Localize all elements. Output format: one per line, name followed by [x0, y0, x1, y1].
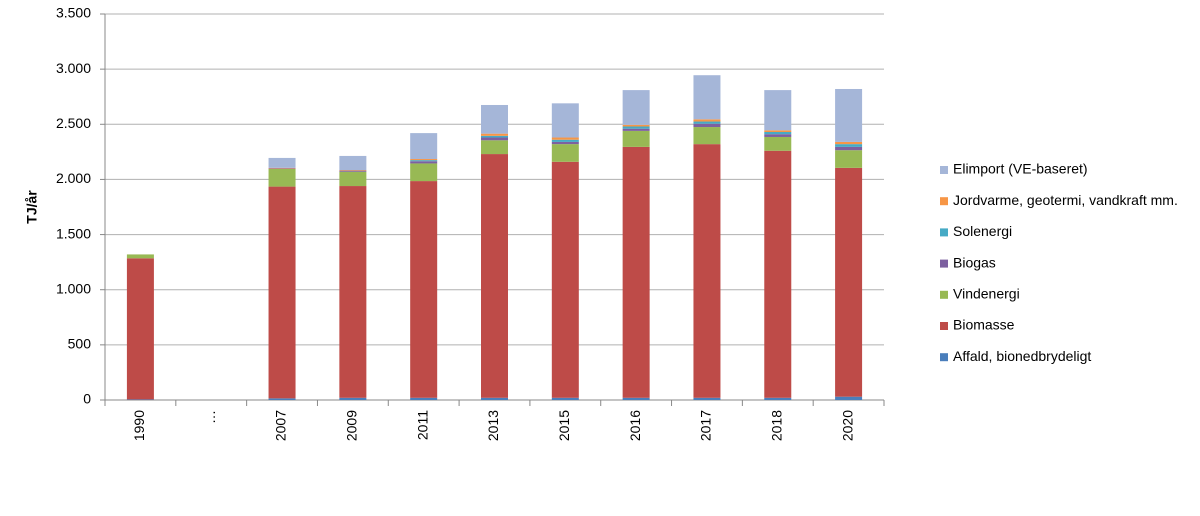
bar-segment	[551, 103, 579, 138]
bar-segment	[339, 170, 367, 171]
bar-segment	[764, 136, 792, 151]
bar-segment	[764, 130, 792, 133]
bar-segment	[551, 397, 579, 400]
bar-segment	[410, 181, 438, 398]
x-tick-label: 2015	[556, 410, 572, 441]
bar-segment	[622, 128, 650, 131]
legend-label: Affald, bionedbrydeligt	[953, 348, 1091, 364]
bar-segment	[410, 161, 438, 164]
bar-segment	[481, 397, 508, 400]
bar-segment	[764, 90, 792, 131]
legend-swatch	[940, 197, 948, 206]
x-tick-label: 2011	[414, 410, 430, 440]
bar-segment	[551, 144, 579, 162]
bar-segment	[410, 397, 438, 400]
bar-segment	[339, 397, 367, 400]
bar-segment	[622, 126, 650, 129]
bar-segment	[410, 160, 438, 162]
y-tick-label: 2.500	[56, 115, 91, 131]
bar-segment	[268, 398, 296, 400]
bar-segment	[835, 150, 863, 168]
bar-segment	[835, 396, 863, 400]
bar-segment	[481, 135, 508, 138]
x-tick-label: 2020	[839, 410, 855, 441]
legend-swatch	[940, 166, 948, 174]
bar-segment	[481, 133, 508, 136]
bar-segment	[268, 168, 296, 187]
bar-segment	[481, 154, 508, 398]
bar-segment	[126, 254, 154, 259]
bar-segment	[410, 133, 438, 160]
bar-segment	[693, 123, 721, 128]
bar-segment	[339, 155, 367, 171]
bar-segment	[764, 150, 792, 398]
bar-segment	[481, 104, 508, 134]
bar-segment	[551, 161, 579, 398]
bar-segment	[551, 137, 579, 140]
y-axis-title: TJ/år	[24, 190, 40, 224]
legend-swatch	[940, 259, 948, 268]
bar-segment	[339, 171, 367, 187]
legend-label: Solenergi	[953, 223, 1012, 239]
legend-label: Vindenergi	[953, 286, 1020, 302]
bar-segment	[126, 399, 154, 400]
bar-segment	[268, 157, 296, 168]
x-tick-label: 2013	[485, 410, 501, 441]
bar-segment	[410, 163, 438, 182]
bar-segment	[268, 167, 296, 169]
y-tick-label: 500	[68, 336, 92, 352]
bar-segment	[410, 159, 438, 161]
legend-swatch	[940, 322, 948, 330]
y-tick-label: 2.000	[56, 170, 91, 186]
bar-segment	[268, 168, 296, 169]
bar-segment	[481, 137, 508, 141]
bar-segment	[693, 121, 721, 124]
y-tick-label: 1.500	[56, 225, 91, 241]
bar-segment	[551, 141, 579, 145]
bar-segment	[622, 146, 650, 398]
bar-segment	[268, 186, 296, 399]
x-tick-label: 2009	[344, 410, 360, 441]
bar-segment	[693, 144, 721, 398]
bar-segment	[693, 75, 721, 120]
legend-label: Elimport (VE-baseret)	[953, 161, 1088, 177]
legend-swatch	[940, 353, 948, 362]
bar-segment	[835, 167, 863, 397]
bar-segment	[481, 140, 508, 155]
bar-segment	[339, 170, 367, 172]
y-tick-label: 3.500	[56, 5, 91, 21]
x-tick-label: 2018	[768, 410, 784, 441]
bar-segment	[693, 127, 721, 145]
bar-segment	[693, 119, 721, 122]
y-tick-label: 0	[83, 391, 91, 407]
bar-segment	[622, 90, 650, 125]
bar-segment	[339, 186, 367, 398]
x-tick-label: 2017	[698, 410, 714, 441]
x-tick-label: …	[202, 410, 218, 424]
bar-segment	[622, 124, 650, 127]
x-tick-label: 2016	[627, 410, 643, 441]
bar-segment	[622, 397, 650, 400]
bar-segment	[126, 258, 154, 400]
x-tick-label: 2007	[273, 410, 289, 441]
bar-segment	[764, 132, 792, 135]
bar-segment	[835, 88, 863, 142]
legend-swatch	[940, 290, 948, 299]
x-tick-label: 1990	[131, 410, 147, 441]
bar-segment	[551, 139, 579, 142]
bar-segment	[693, 397, 721, 400]
legend-label: Biogas	[953, 254, 996, 270]
bar-segment	[835, 141, 863, 145]
bar-segment	[835, 144, 863, 147]
y-tick-label: 3.000	[56, 60, 91, 76]
bar-segment	[764, 134, 792, 137]
legend-label: Jordvarme, geotermi, vandkraft mm.	[953, 192, 1178, 208]
bar-segment	[835, 146, 863, 151]
bar-segment	[622, 130, 650, 147]
y-tick-label: 1.000	[56, 280, 91, 296]
legend-swatch	[940, 228, 948, 237]
bar-segment	[764, 397, 792, 400]
legend-label: Biomasse	[953, 317, 1015, 333]
